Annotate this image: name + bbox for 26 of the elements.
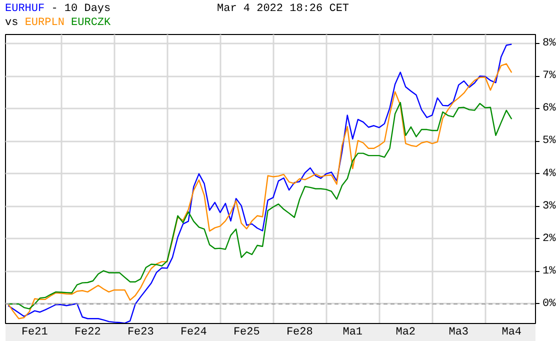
y-tick-label: 2% (542, 232, 556, 245)
x-tick-label: Ma2 (396, 326, 416, 338)
y-tick-label: 7% (542, 70, 556, 82)
text: EURCZK (71, 17, 111, 29)
x-tick-label: Fe22 (74, 326, 101, 338)
x-tick-label: Ma3 (448, 326, 469, 338)
x-tick-label: Fe25 (233, 326, 260, 338)
x-tick-label: Fe24 (180, 326, 208, 338)
chart-title: - 10 Days (51, 3, 111, 15)
y-tick-label: 6% (542, 102, 556, 115)
text: EURPLN (24, 17, 64, 29)
x-tick-label: Fe28 (286, 326, 313, 338)
y-tick-label: 8% (542, 38, 556, 50)
y-tick-label: 4% (542, 168, 556, 180)
y-tick-label: 1% (542, 265, 556, 278)
text: EURHUF (5, 3, 45, 15)
x-tick-label: Fe21 (21, 326, 48, 338)
y-tick-label: 5% (542, 135, 556, 148)
x-tick-label: Ma4 (502, 326, 522, 338)
y-tick-label: 0% (542, 298, 556, 310)
chart-subtitle: Mar 4 2022 18:26 CET (217, 2, 350, 16)
text: vs (5, 17, 18, 29)
line-series (8, 102, 512, 310)
y-tick-label: 3% (542, 200, 556, 212)
x-tick-label: Fe23 (127, 326, 154, 338)
x-tick-label: Ma1 (342, 326, 363, 338)
